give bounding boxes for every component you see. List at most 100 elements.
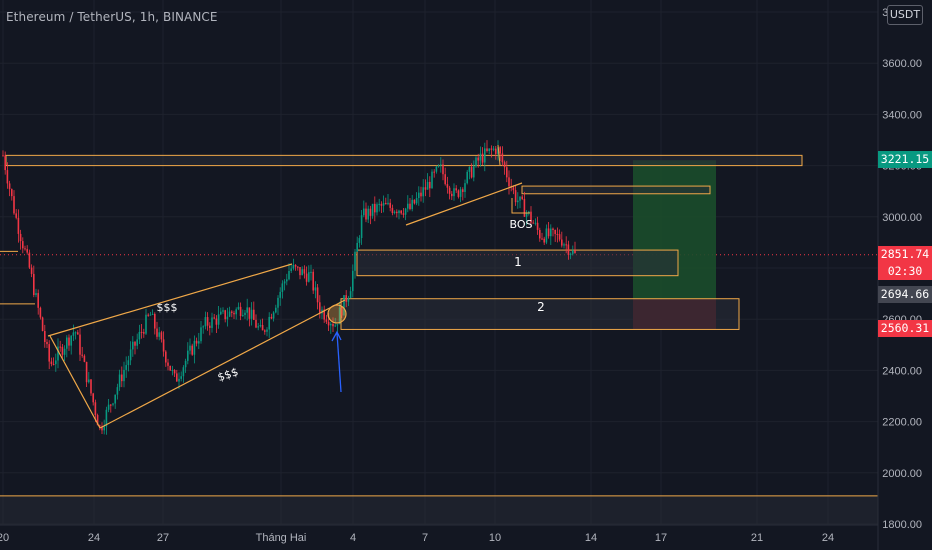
candle-body <box>279 291 281 298</box>
candle-body <box>118 374 121 388</box>
candle-body <box>114 394 116 404</box>
candle-body <box>462 189 464 192</box>
candle-body <box>2 155 4 157</box>
candle-body <box>35 293 37 296</box>
candle-body <box>125 365 127 370</box>
candle-body <box>437 165 440 167</box>
candle-body <box>532 222 534 224</box>
x-tick-label: 27 <box>157 532 169 544</box>
drawn-zones <box>0 154 878 524</box>
candle-body <box>440 164 442 166</box>
candle-body <box>261 325 264 331</box>
candle-body <box>545 228 548 243</box>
wedge-left-edge <box>49 335 101 429</box>
candle-body <box>66 337 68 349</box>
candle-body <box>33 273 35 296</box>
candle-body <box>88 379 90 383</box>
candle-body <box>453 188 455 197</box>
candle-body <box>530 211 532 223</box>
candle-body <box>569 253 572 255</box>
candle-body <box>308 272 310 282</box>
candle-body <box>404 208 407 215</box>
candle-body <box>59 346 61 348</box>
candle-body <box>37 293 39 308</box>
candle-body <box>356 242 358 252</box>
candle-body <box>257 326 259 328</box>
candle-body <box>354 251 356 271</box>
candle-body <box>266 329 268 332</box>
candle-body <box>521 196 523 199</box>
candle-body <box>83 355 86 362</box>
candle-body <box>431 171 433 189</box>
candle-body <box>572 250 574 254</box>
candle-body <box>145 314 147 334</box>
price-tag: 3221.15 <box>878 151 932 169</box>
candle-body <box>198 341 200 344</box>
candle-body <box>68 337 70 346</box>
candle-body <box>402 213 405 215</box>
candle-body <box>343 295 345 316</box>
candle-body <box>96 415 99 426</box>
candle-body <box>341 307 343 316</box>
candle-body <box>528 211 530 213</box>
candle-body <box>319 302 321 314</box>
candle-body <box>92 393 94 403</box>
candle-body <box>374 203 376 213</box>
candle-body <box>116 387 119 395</box>
y-tick-label: 3400.00 <box>882 109 922 121</box>
candle-body <box>15 213 17 218</box>
candle-body <box>380 203 383 206</box>
candle-body <box>272 312 275 319</box>
candle-body <box>167 362 169 366</box>
candle-body <box>275 307 277 313</box>
candle-body <box>44 330 46 343</box>
candle-body <box>55 360 57 365</box>
candle-body <box>448 187 451 194</box>
candle-body <box>464 183 466 192</box>
candle-body <box>250 309 253 319</box>
x-tick-label: 14 <box>585 532 597 544</box>
candle-body <box>30 267 33 274</box>
candle-body <box>165 351 167 363</box>
candle-body <box>459 189 462 197</box>
candle-body <box>220 311 222 315</box>
candle-body <box>411 199 413 210</box>
candle-body <box>85 361 88 383</box>
symbol-title[interactable]: Ethereum / TetherUS, 1h, BINANCE <box>6 10 218 24</box>
candle-body <box>446 184 449 188</box>
candle-body <box>536 222 539 230</box>
candle-body <box>81 354 83 356</box>
candle-body <box>477 157 479 161</box>
candle-body <box>213 317 215 319</box>
candle-body <box>140 331 143 333</box>
candle-body <box>391 207 394 214</box>
candle-body <box>352 270 354 292</box>
candle-body <box>63 348 66 355</box>
candle-body <box>495 148 497 154</box>
candle-body <box>567 244 570 255</box>
candle-body <box>442 164 444 175</box>
wedge-lower-trendline <box>99 299 346 429</box>
candle-body <box>48 344 50 362</box>
x-tick-label: 21 <box>751 532 763 544</box>
candle-body <box>204 317 207 327</box>
candle-body <box>143 332 145 334</box>
candle-body <box>193 340 196 355</box>
candle-body <box>28 252 31 268</box>
candle-body <box>180 376 182 379</box>
currency-button[interactable]: USDT <box>887 5 923 25</box>
candle-body <box>358 238 361 243</box>
candle-body <box>61 346 64 355</box>
candle-body <box>514 190 517 203</box>
price-tag: 2694.66 <box>878 285 932 303</box>
candle-body <box>539 229 541 239</box>
bos-marker <box>511 198 530 214</box>
candle-body <box>6 170 9 184</box>
candle-body <box>195 340 198 344</box>
candle-body <box>121 374 123 382</box>
candle-body <box>184 360 187 368</box>
candle-body <box>420 192 422 197</box>
candle-body <box>4 155 6 171</box>
